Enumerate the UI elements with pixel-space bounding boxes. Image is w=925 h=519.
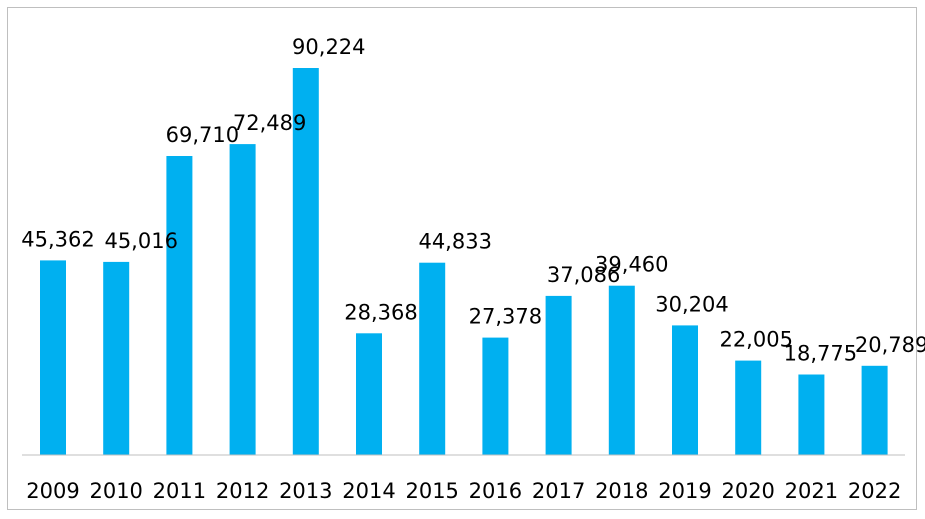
data-label-2012: 72,489 <box>233 111 306 135</box>
data-label-2014: 28,368 <box>344 300 417 324</box>
x-tick-label-2017: 2017 <box>532 479 585 503</box>
x-tick-label-2019: 2019 <box>658 479 711 503</box>
bar-2021 <box>798 374 825 455</box>
data-label-2013: 90,224 <box>292 35 365 59</box>
x-tick-label-2021: 2021 <box>785 479 838 503</box>
bar-2019 <box>672 325 698 455</box>
bar-2012 <box>229 144 256 455</box>
chart-frame <box>7 7 917 510</box>
x-tick-label-2014: 2014 <box>342 479 395 503</box>
data-label-2020: 22,005 <box>719 328 792 352</box>
bar-2013 <box>292 68 319 455</box>
x-tick-label-2020: 2020 <box>721 479 774 503</box>
data-label-2019: 30,204 <box>655 292 728 316</box>
bar-2014 <box>356 333 382 455</box>
x-tick-label-2011: 2011 <box>153 479 206 503</box>
x-tick-label-2018: 2018 <box>595 479 648 503</box>
data-label-2016: 27,378 <box>469 305 542 329</box>
data-label-2015: 44,833 <box>418 230 491 254</box>
bar-2009 <box>40 260 66 455</box>
data-label-2009: 45,362 <box>21 227 94 251</box>
bars-layer <box>40 68 888 455</box>
bar-2016 <box>482 337 509 455</box>
x-tick-label-2015: 2015 <box>405 479 458 503</box>
bar-2010 <box>103 261 130 455</box>
bar-2015 <box>419 262 446 455</box>
data-label-2018: 39,460 <box>595 253 668 277</box>
x-tick-label-2022: 2022 <box>848 479 901 503</box>
x-tick-label-2016: 2016 <box>469 479 522 503</box>
data-label-2010: 45,016 <box>104 229 177 253</box>
data-label-2011: 69,710 <box>166 123 239 147</box>
bar-2022 <box>861 365 888 455</box>
data-label-2022: 20,789 <box>855 333 925 357</box>
bar-2020 <box>735 360 762 455</box>
bar-2017 <box>545 295 572 455</box>
x-tick-label-2010: 2010 <box>89 479 142 503</box>
x-tick-label-2009: 2009 <box>26 479 79 503</box>
bar-2018 <box>608 285 635 455</box>
x-tick-label-2013: 2013 <box>279 479 332 503</box>
bar-2011 <box>166 156 193 455</box>
x-tick-labels-layer: 2009 2010 2011 2012 2013 2014 2015 2016 2017 2018… <box>26 479 901 503</box>
data-label-2017: 37,086 <box>547 263 620 287</box>
data-label-2021: 18,775 <box>784 342 857 366</box>
x-tick-label-2012: 2012 <box>216 479 269 503</box>
